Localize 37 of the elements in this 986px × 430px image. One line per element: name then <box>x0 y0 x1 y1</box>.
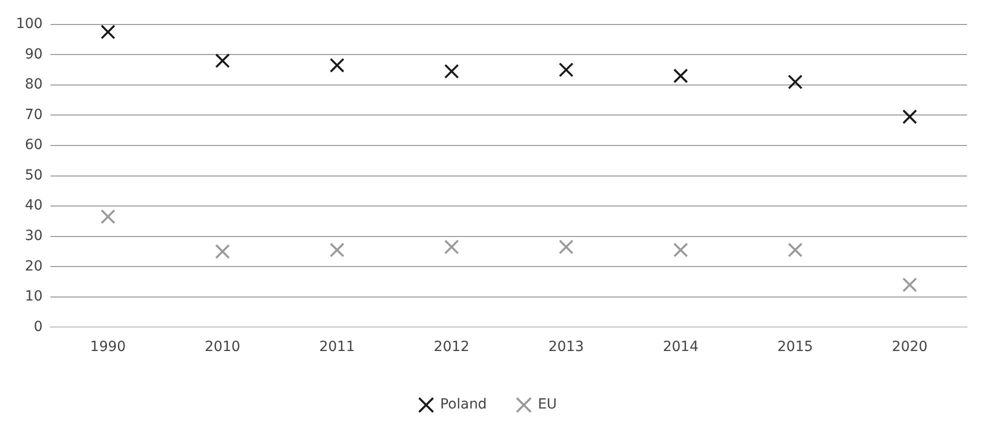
x-tick-label: 1990 <box>90 339 126 356</box>
y-tick-label: 80 <box>24 76 43 93</box>
point <box>558 240 574 254</box>
point <box>902 277 918 292</box>
y-tick-label: 100 <box>16 16 43 32</box>
point <box>558 62 574 78</box>
point <box>444 64 459 79</box>
point <box>902 109 918 124</box>
y-tick-label: 0 <box>34 318 43 335</box>
point <box>215 53 230 68</box>
point <box>788 74 803 90</box>
y-tick-label: 60 <box>24 137 43 154</box>
point <box>330 58 344 73</box>
point <box>100 24 116 40</box>
point <box>444 240 459 254</box>
point <box>330 242 344 258</box>
x-tick-label: 2015 <box>777 339 814 356</box>
point <box>673 242 688 258</box>
x-tick-label: 2011 <box>319 339 355 356</box>
y-tick-label: 90 <box>24 46 43 62</box>
legend-label: Poland <box>440 396 487 413</box>
y-tick-label: 10 <box>24 288 43 305</box>
point <box>788 242 803 258</box>
y-tick-label: 20 <box>24 258 43 274</box>
y-tick-label: 70 <box>24 106 43 123</box>
x-tick-label: 2014 <box>662 339 699 356</box>
x-tick-label: 2020 <box>892 339 928 356</box>
x-tick-label: 2010 <box>204 339 240 356</box>
point <box>100 209 116 224</box>
legend-label: EU <box>538 396 557 413</box>
point <box>215 244 230 259</box>
y-tick-label: 40 <box>24 198 43 214</box>
y-tick-label: 50 <box>24 167 43 184</box>
point <box>673 68 688 84</box>
x-tick-label: 2012 <box>434 339 470 356</box>
y-tick-label: 30 <box>24 228 43 244</box>
x-tick-label: 2013 <box>548 339 584 356</box>
